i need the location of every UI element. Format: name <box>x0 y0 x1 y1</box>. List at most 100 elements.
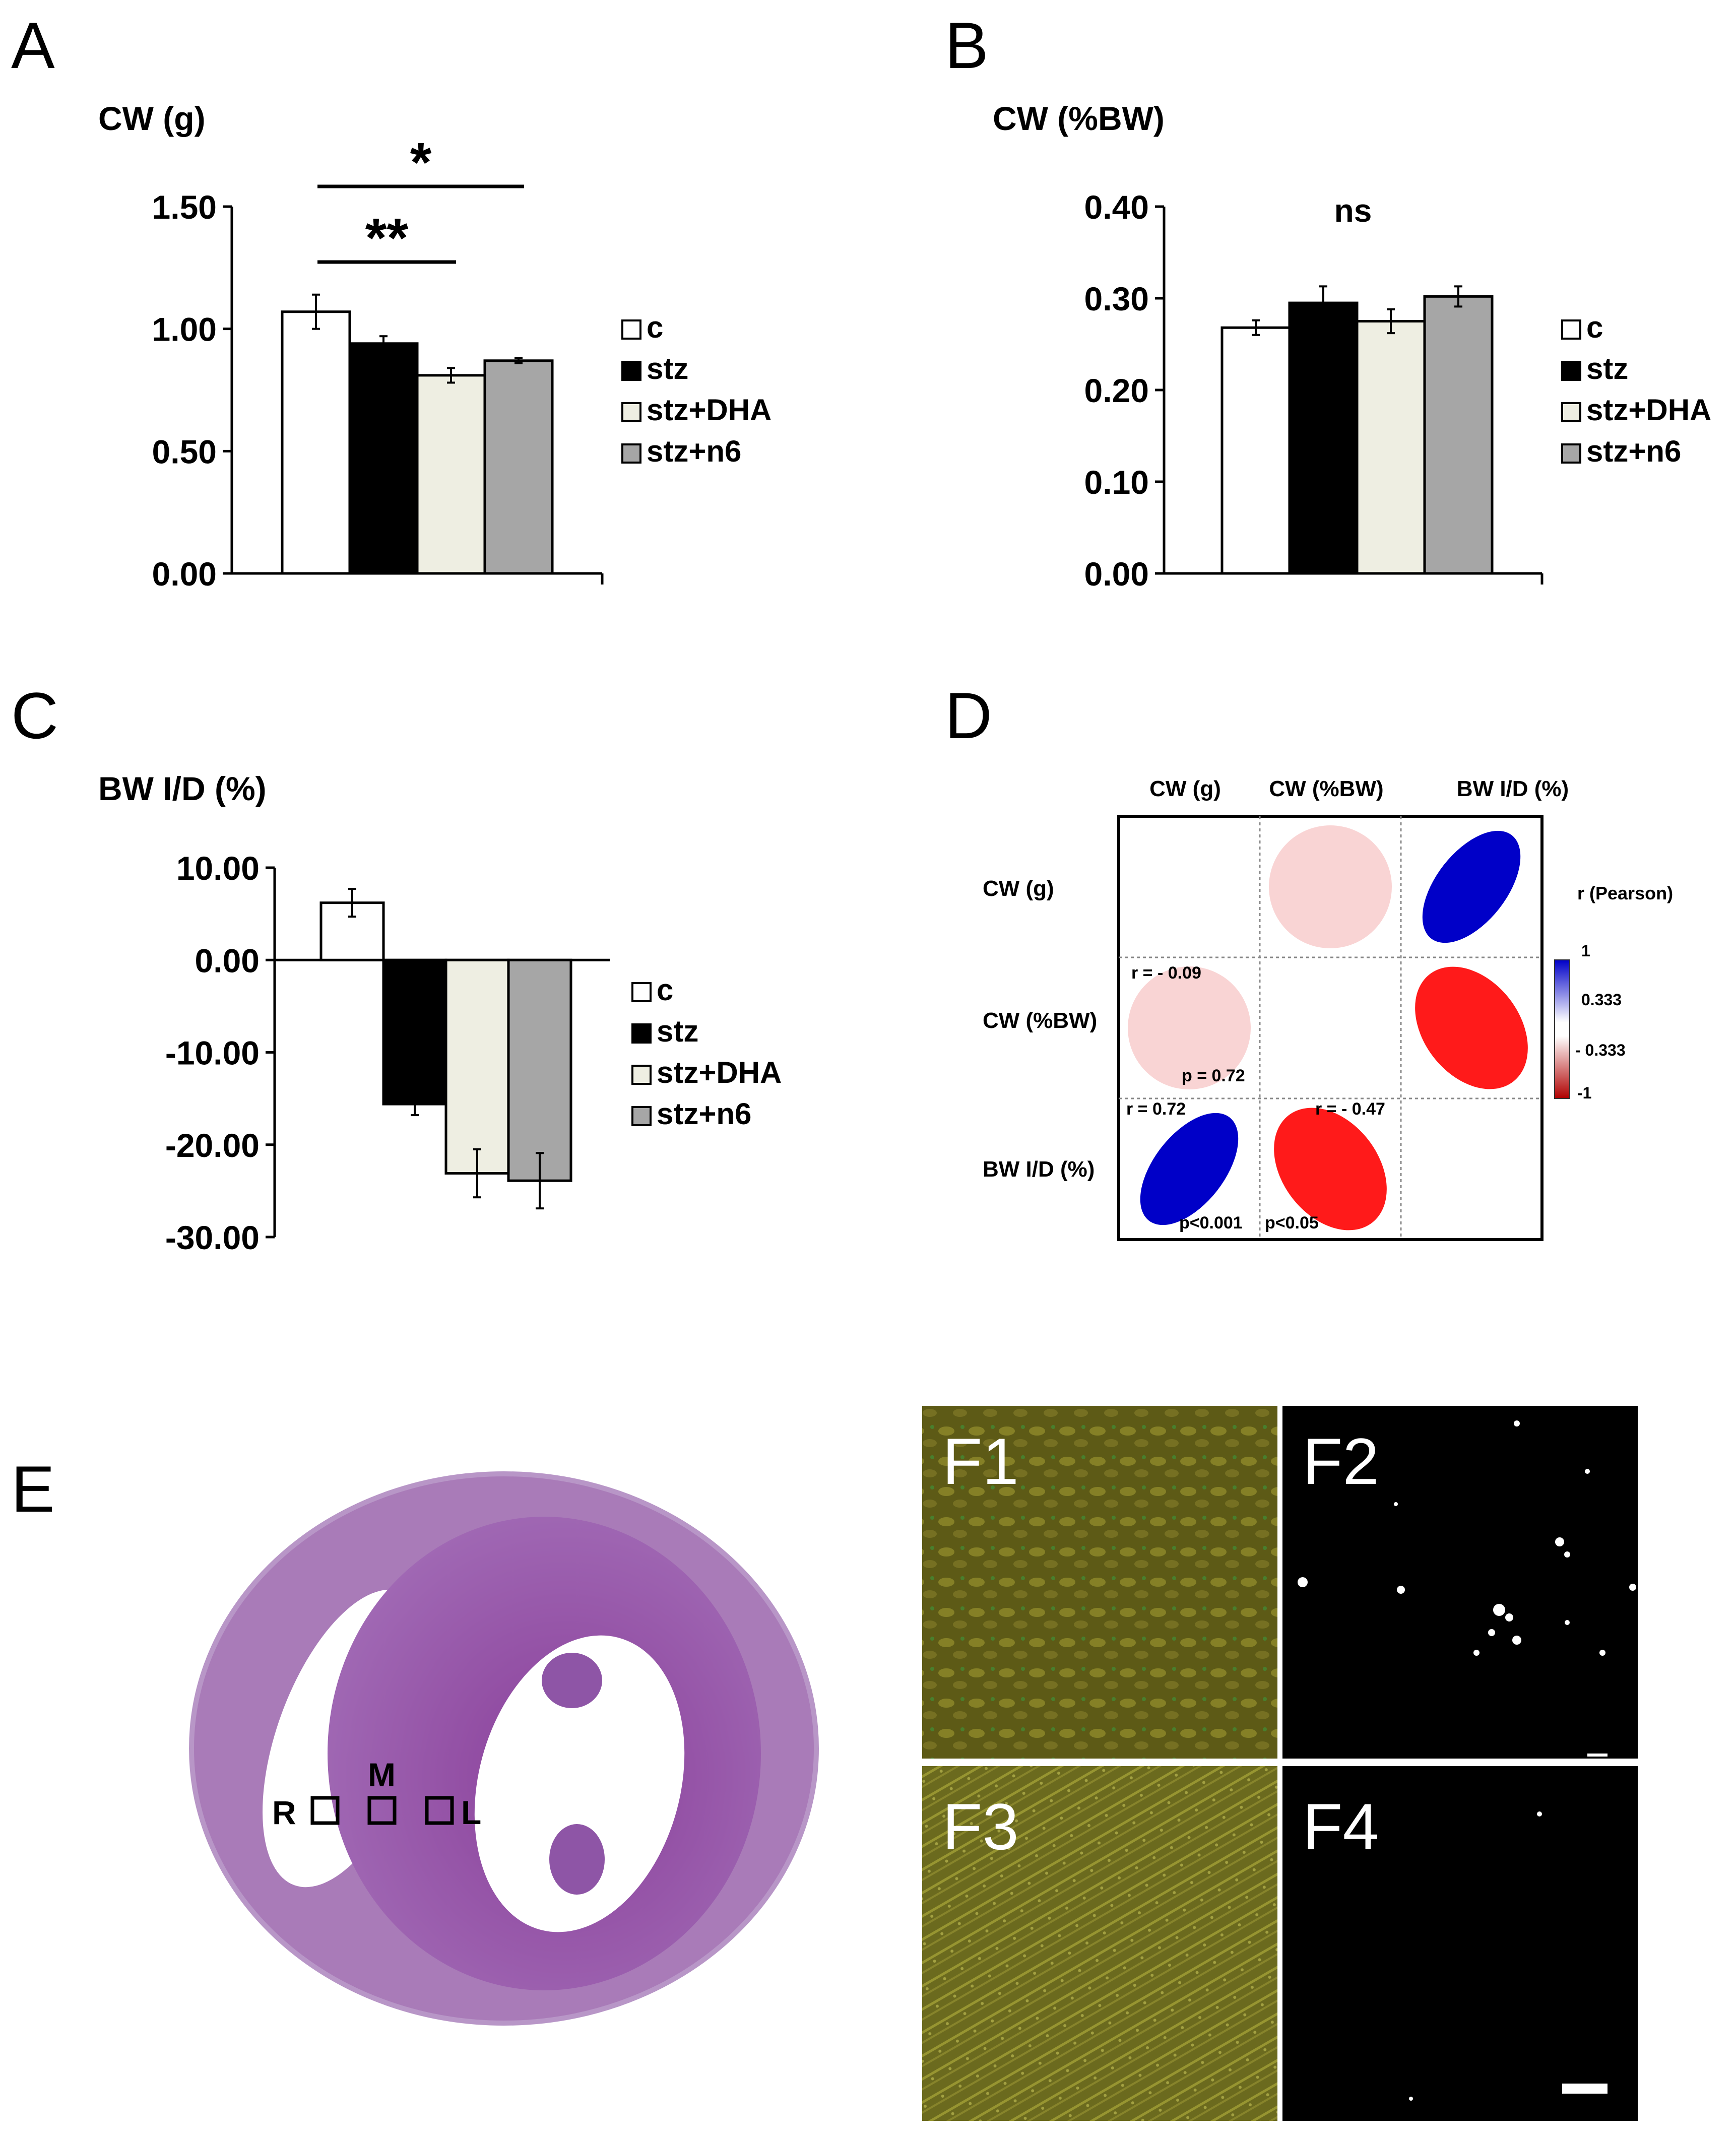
r-label-bwid-cwg: r = 0.72 <box>1126 1099 1186 1119</box>
bar-stz <box>382 958 447 1106</box>
panel-label-c: C <box>11 679 58 752</box>
cell-cwbw-cwg <box>1128 966 1251 1089</box>
legend-label-stz: stz <box>1586 352 1628 385</box>
legend-swatch-c <box>1561 319 1581 340</box>
r-label-bwid-cwbw: r = - 0.47 <box>1315 1099 1385 1119</box>
micrograph-f2 <box>1282 1406 1638 1759</box>
panel-label-a: A <box>11 9 55 82</box>
legend-label-stz+n6: stz+n6 <box>647 434 741 468</box>
y-tick-label: 0.20 <box>1084 372 1149 409</box>
y-axis-label: CW (g) <box>98 100 206 137</box>
legend-swatch-stz+DHA <box>631 1065 652 1085</box>
cell-cwbw-bwid <box>1415 966 1528 1089</box>
heart-section: R M L <box>189 1471 819 2026</box>
matrix-col-header-bw-id: BW I/D (%) <box>1457 776 1569 801</box>
legend-swatch-stz <box>621 361 641 381</box>
legend-label-stz: stz <box>657 1014 698 1048</box>
region-box-l <box>425 1796 454 1825</box>
matrix-col-header-cw-g: CW (g) <box>1149 776 1221 801</box>
p-label-bwid-cwbw: p<0.05 <box>1265 1213 1319 1232</box>
panel-label-d: D <box>945 679 992 752</box>
ns-annotation: ns <box>1334 192 1372 229</box>
colorbar-tick-0333: 0.333 <box>1581 991 1622 1009</box>
y-tick-label: 0.10 <box>1084 464 1149 501</box>
legend-label-stz+DHA: stz+DHA <box>657 1056 782 1089</box>
colorbar-tick-neg0333: - 0.333 <box>1575 1041 1626 1059</box>
colorbar-tick-1: 1 <box>1581 942 1590 960</box>
y-tick-label: 0.00 <box>1084 555 1149 593</box>
legend-label-c: c <box>1586 310 1603 344</box>
cell-bwid-cwg <box>1140 1113 1239 1225</box>
heart-papillary-1 <box>542 1653 602 1708</box>
y-tick-label: 0.40 <box>1084 188 1149 226</box>
matrix-row-header-cw-bw: CW (%BW) <box>983 1008 1097 1033</box>
chart-b: CW (%BW) 0.00 0.10 0.20 0.30 0.40 ns <box>993 100 1544 593</box>
legend-label-stz+n6: stz+n6 <box>657 1097 751 1131</box>
bar-stz <box>1288 301 1359 575</box>
y-tick-label: -30.00 <box>165 1219 260 1256</box>
legend-label-stz: stz <box>647 352 688 385</box>
r-label-cwbw-cwg: r = - 0.09 <box>1131 963 1201 983</box>
y-tick-label: 0.00 <box>195 942 260 979</box>
legend-c: c stz stz+DHA stz+n6 <box>631 973 782 1131</box>
legend-label-c: c <box>657 973 673 1007</box>
chart-c: BW I/D (%) -30.00 -20.00 -10.00 0.00 10.00 <box>98 770 610 1256</box>
y-tick-label: 0.50 <box>152 433 217 470</box>
legend-swatch-stz+n6 <box>631 1106 652 1126</box>
y-tick-label: 1.50 <box>152 188 217 226</box>
micrograph-label-f4: F4 <box>1303 1790 1379 1863</box>
legend-label-stz+DHA: stz+DHA <box>1586 393 1711 427</box>
p-label-bwid-cwg: p<0.001 <box>1179 1213 1243 1232</box>
legend-swatch-c <box>631 982 652 1002</box>
bar-stz+n6 <box>507 958 572 1182</box>
cell-cwg-bwid <box>1422 830 1521 943</box>
y-tick-label: -10.00 <box>165 1034 260 1072</box>
colorbar-title: r (Pearson) <box>1577 883 1673 903</box>
significance-mark-0: ** <box>365 207 409 269</box>
colorbar-tick-neg1: -1 <box>1577 1084 1591 1102</box>
legend-label-stz+DHA: stz+DHA <box>647 393 771 427</box>
matrix-frame <box>1117 815 1544 1241</box>
y-tick-label: 1.00 <box>152 311 217 348</box>
legend-swatch-stz+n6 <box>621 443 641 464</box>
bar-stz+DHA <box>1356 320 1426 575</box>
heart-lv-cavity <box>474 1635 685 1932</box>
region-box-m <box>367 1796 397 1825</box>
y-axis-label: BW I/D (%) <box>98 770 267 807</box>
region-label-r: R <box>272 1794 296 1831</box>
y-tick-label: 0.30 <box>1084 280 1149 317</box>
micrograph-f1 <box>922 1406 1277 1759</box>
y-tick-label: 0.00 <box>152 555 217 593</box>
scale-bar <box>1562 2084 1608 2094</box>
legend-swatch-stz <box>1561 361 1581 381</box>
bar-c <box>1220 326 1291 575</box>
cell-bwid-cwbw <box>1274 1108 1387 1230</box>
p-label-cwbw-cwg: p = 0.72 <box>1182 1066 1245 1085</box>
matrix-col-header-cw-bw: CW (%BW) <box>1269 776 1383 801</box>
legend-swatch-stz <box>631 1023 652 1044</box>
legend-swatch-stz+DHA <box>621 402 641 422</box>
region-label-m: M <box>368 1756 396 1793</box>
significance-mark-1: * <box>410 132 432 193</box>
panel-label-e: E <box>11 1452 55 1526</box>
micrograph-label-f1: F1 <box>942 1424 1019 1498</box>
y-tick-label: -20.00 <box>165 1127 260 1164</box>
colorbar <box>1554 959 1570 1099</box>
y-tick-label: 10.00 <box>176 850 260 887</box>
bar-stz+n6 <box>483 359 554 575</box>
legend-swatch-stz+DHA <box>1561 402 1581 422</box>
matrix-row-header-bw-id: BW I/D (%) <box>983 1157 1095 1182</box>
matrix-row-header-cw-g: CW (g) <box>983 876 1054 901</box>
chart-a: CW (g) 0.00 0.50 1.00 1.50 *** <box>98 100 604 593</box>
legend-label-stz+n6: stz+n6 <box>1586 434 1681 468</box>
cell-cwg-cwbw <box>1269 825 1392 948</box>
bar-stz+DHA <box>416 374 486 575</box>
bar-stz+n6 <box>1423 295 1494 575</box>
legend-swatch-stz+n6 <box>1561 443 1581 464</box>
f4-speckles <box>1409 1811 1542 2101</box>
region-box-r <box>310 1796 340 1825</box>
region-label-l: L <box>461 1794 481 1831</box>
correlation-matrix: CW (g) CW (%BW) BW I/D (%) CW (g) CW (%B… <box>983 776 1673 1241</box>
bar-stz <box>348 342 419 575</box>
